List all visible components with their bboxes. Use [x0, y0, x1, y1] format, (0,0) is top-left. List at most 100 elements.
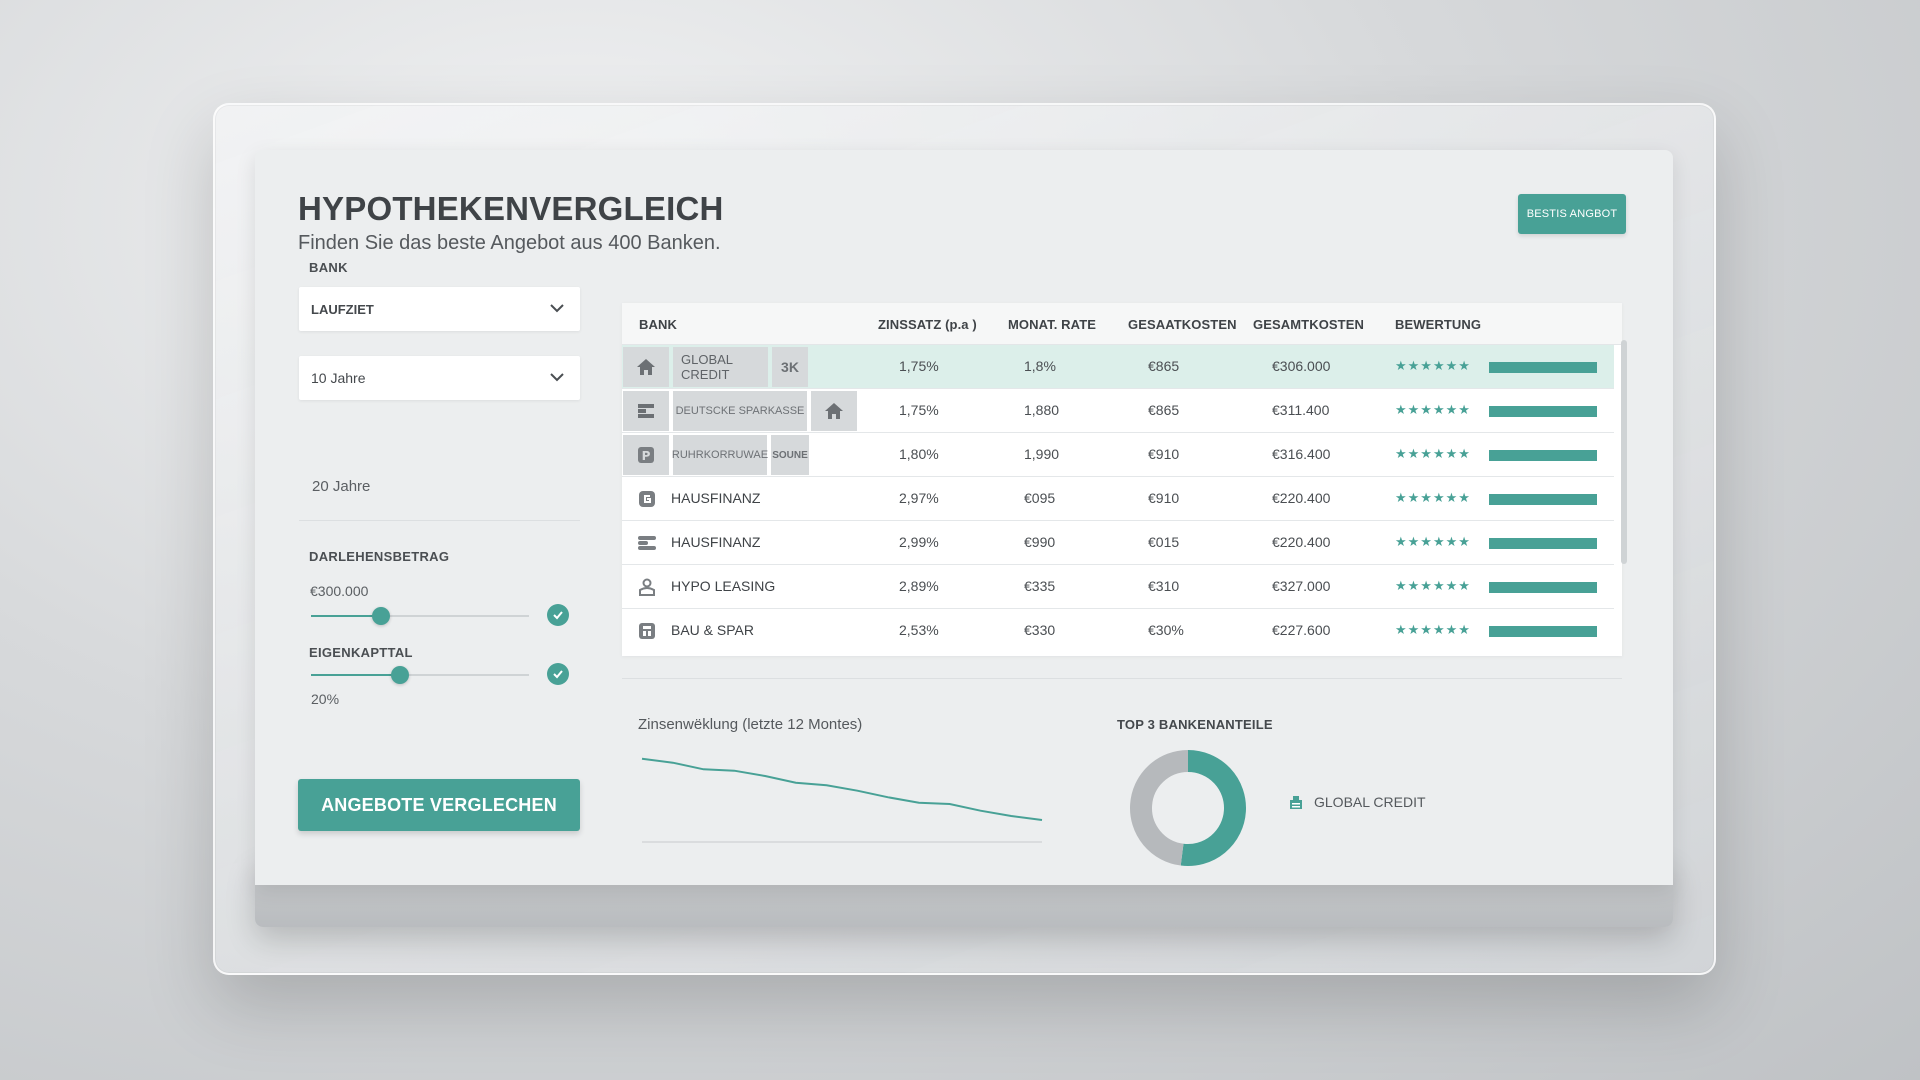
trend-chart-title: Zinsenwëklung (letzte 12 Montes): [638, 716, 863, 733]
donut-legend-label: GLOBAL CREDIT: [1314, 794, 1426, 810]
svg-text:P: P: [642, 449, 651, 463]
rating-bar: [1489, 538, 1597, 549]
bank-name-box: GLOBAL CREDIT: [673, 347, 768, 387]
table-row[interactable]: P RUHRKORRUWAE SOUNE 1,80% 1,990 €910 €3…: [622, 433, 1614, 477]
table-row[interactable]: HYPO LEASING 2,89% €335 €310 €327.000 ★★…: [622, 565, 1614, 609]
interest-rate: 2,99%: [899, 534, 939, 550]
donut-title: TOP 3 BANKENANTEILE: [1117, 717, 1273, 732]
offers-table: BANK ZINSSATZ (p.a ) MONAT. RATE GESAATK…: [622, 303, 1622, 656]
page-subtitle: Finden Sie das beste Angebot aus 400 Ban…: [298, 232, 721, 254]
rating-bar-fill: [1489, 538, 1597, 549]
chevron-down-icon: [550, 373, 564, 382]
bank-name: DEUTSCKE SPARKASSE: [675, 405, 805, 417]
col-costs[interactable]: GESAATKOSTEN: [1128, 317, 1237, 332]
bank-name: HAUSFINANZ: [671, 534, 761, 550]
equity-check-icon: [547, 663, 569, 685]
total-costs: €227.600: [1272, 622, 1331, 638]
trend-line: [641, 757, 1043, 821]
costs: €865: [1148, 402, 1180, 418]
interest-rate: 2,97%: [899, 490, 939, 506]
rating-stars: ★★★★★★: [1395, 446, 1471, 461]
costs: €910: [1148, 446, 1180, 462]
laufzeit-select-value: LAUFZIET: [311, 301, 374, 317]
table-row[interactable]: DEUTSCKE SPARKASSE 1,75% 1,880 €865 €311…: [622, 389, 1614, 433]
loan-slider-fill: [311, 615, 381, 617]
col-total-costs[interactable]: GESAMTKOSTEN: [1253, 317, 1364, 332]
costs: €310: [1148, 578, 1180, 594]
chevron-down-icon: [550, 304, 564, 313]
monthly-rate: €095: [1024, 490, 1056, 506]
table-row[interactable]: HAUSFINANZ 2,97% €095 €910 €220.400 ★★★★…: [622, 477, 1614, 521]
rating-bar-fill: [1489, 626, 1597, 637]
interest-rate: 1,75%: [899, 402, 939, 418]
term-select[interactable]: 10 Jahre: [299, 356, 580, 400]
rating-stars: ★★★★★★: [1395, 490, 1471, 505]
term-option-20[interactable]: 20 Jahre: [312, 478, 371, 495]
s-logo-icon: [636, 532, 658, 554]
section-divider: [622, 678, 1622, 679]
monthly-rate: 1,8%: [1024, 358, 1056, 374]
rating-stars: ★★★★★★: [1395, 578, 1471, 593]
page-title: HYPOTHEKENVERGLEICH: [298, 190, 724, 227]
loan-amount-value: €300.000: [310, 583, 369, 599]
rating-stars: ★★★★★★: [1395, 534, 1471, 549]
interest-rate: 1,80%: [899, 446, 939, 462]
rating-bar: [1489, 582, 1597, 593]
monthly-rate: €335: [1024, 578, 1056, 594]
rating-stars: ★★★★★★: [1395, 402, 1471, 417]
table-row[interactable]: GLOBAL CREDIT 3K 1,75% 1,8% €865 €306.00…: [622, 345, 1614, 389]
best-offer-button[interactable]: BESTIS ANGBOT: [1518, 194, 1626, 234]
rating-bar-fill: [1489, 362, 1597, 373]
rating-stars: ★★★★★★: [1395, 622, 1471, 637]
app-window: HYPOTHEKENVERGLEICH Finden Sie das beste…: [255, 150, 1673, 885]
loan-slider-handle[interactable]: [371, 607, 390, 625]
bank-filter-label: BANK: [309, 260, 348, 275]
house-icon: [623, 347, 669, 387]
donut-legend-item: GLOBAL CREDIT: [1288, 794, 1426, 810]
col-rating[interactable]: BEWERTUNG: [1395, 317, 1482, 332]
building-icon: [636, 620, 658, 642]
monthly-rate: 1,880: [1024, 402, 1060, 418]
costs: €015: [1148, 534, 1180, 550]
bank-name: HAUSFINANZ: [671, 490, 761, 506]
costs: €30%: [1148, 622, 1184, 638]
table-scrollbar[interactable]: [1621, 340, 1627, 564]
monthly-rate: €330: [1024, 622, 1056, 638]
person-icon: [636, 576, 658, 598]
g-logo-icon: [636, 488, 658, 510]
equity-slider[interactable]: [311, 666, 529, 684]
filter-divider: [299, 520, 580, 521]
total-costs: €316.400: [1272, 446, 1331, 462]
table-row[interactable]: HAUSFINANZ 2,99% €990 €015 €220.400 ★★★★…: [622, 521, 1614, 565]
col-interest-rate[interactable]: ZINSSATZ (p.a ): [878, 317, 977, 332]
equity-slider-handle[interactable]: [391, 666, 410, 684]
table-row[interactable]: BAU & SPAR 2,53% €330 €30% €227.600 ★★★★…: [622, 609, 1614, 653]
compare-offers-button[interactable]: ANGEBOTE VERGLECHEN: [298, 779, 580, 831]
interest-trend-chart: [641, 757, 1043, 843]
rating-bar: [1489, 406, 1597, 417]
total-costs: €306.000: [1272, 358, 1331, 374]
rating-bar-fill: [1489, 582, 1597, 593]
loan-check-icon: [547, 604, 569, 626]
rating-bar-fill: [1489, 406, 1597, 417]
rating-bar-fill: [1489, 494, 1597, 505]
col-monthly-rate[interactable]: MONAT. RATE: [1008, 317, 1096, 332]
bank-name: BAU & SPAR: [671, 622, 754, 638]
rating-stars: ★★★★★★: [1395, 358, 1471, 373]
monthly-rate: €990: [1024, 534, 1056, 550]
monthly-rate: 1,990: [1024, 446, 1060, 462]
laufzeit-select[interactable]: LAUFZIET: [299, 287, 580, 331]
donut-slice: [1130, 750, 1189, 866]
bank-icon: [1290, 796, 1302, 809]
total-costs: €311.400: [1272, 402, 1330, 418]
equity-label: EIGENKAPTTAL: [309, 645, 413, 660]
total-costs: €220.400: [1272, 490, 1331, 506]
donut-slice: [1180, 750, 1246, 866]
loan-amount-slider[interactable]: [311, 607, 529, 625]
bank-name: RUHRKORRUWAE: [671, 449, 769, 461]
table-header: BANK ZINSSATZ (p.a ) MONAT. RATE GESAATK…: [622, 303, 1622, 345]
col-bank[interactable]: BANK: [639, 317, 677, 332]
costs: €865: [1148, 358, 1180, 374]
bank-share-donut: [1130, 750, 1246, 866]
rating-bar: [1489, 626, 1597, 637]
